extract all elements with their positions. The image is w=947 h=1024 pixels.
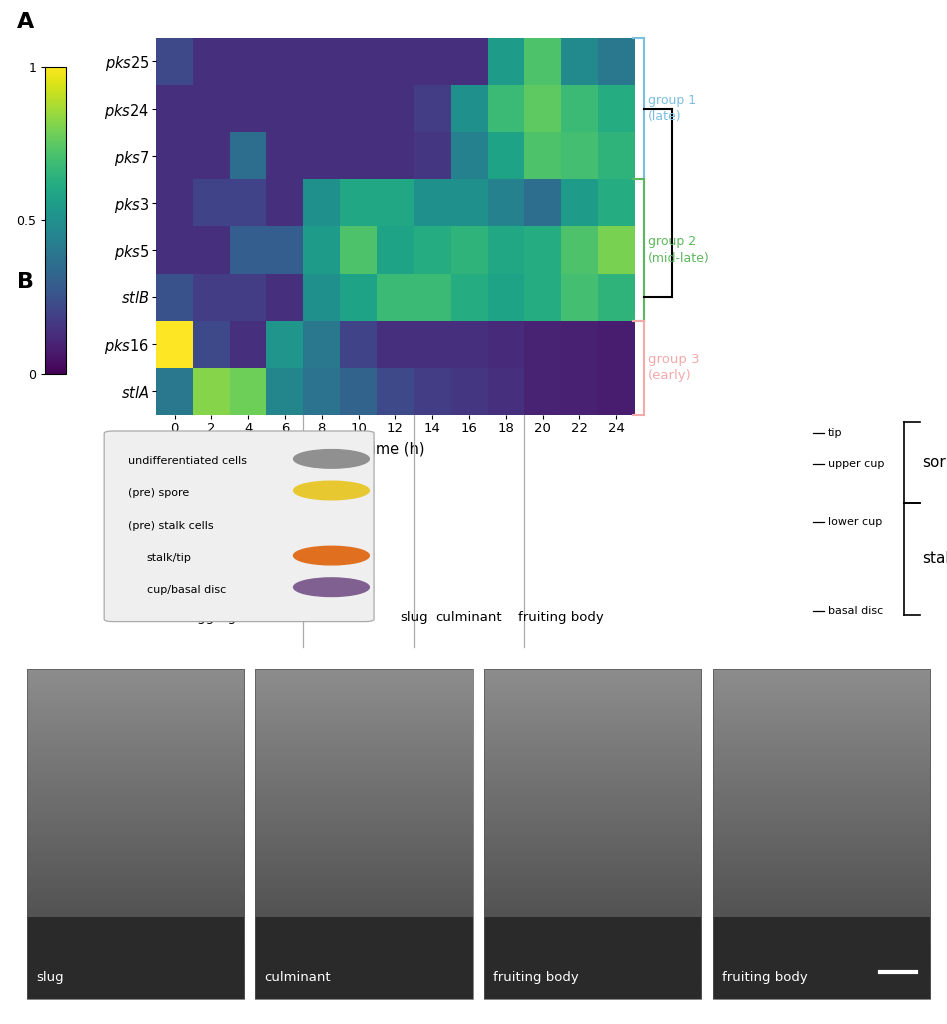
Text: stalk/tip: stalk/tip [147, 553, 191, 563]
Text: (pre) spore: (pre) spore [128, 487, 189, 498]
Bar [27, 916, 244, 999]
Text: group 1
(late): group 1 (late) [648, 94, 696, 123]
Bar [256, 669, 473, 999]
Text: group 3
(early): group 3 (early) [648, 353, 700, 382]
Bar [484, 669, 701, 999]
Text: fruiting body: fruiting body [723, 971, 808, 984]
Text: sorus: sorus [922, 455, 947, 470]
Text: stalk: stalk [922, 551, 947, 566]
Circle shape [294, 481, 369, 500]
Text: lower cup: lower cup [828, 517, 882, 526]
Circle shape [294, 578, 369, 597]
Bar [713, 669, 930, 999]
Text: B: B [17, 272, 34, 293]
Text: fruiting body: fruiting body [518, 611, 604, 624]
Text: group 2
(mid-late): group 2 (mid-late) [648, 236, 709, 264]
Bar [713, 916, 930, 999]
Circle shape [294, 546, 369, 565]
Text: fruiting body: fruiting body [493, 971, 580, 984]
Text: upper cup: upper cup [828, 459, 884, 469]
Text: (pre) stalk cells: (pre) stalk cells [128, 521, 213, 531]
Bar [27, 669, 244, 999]
X-axis label: time (h): time (h) [366, 441, 424, 457]
FancyBboxPatch shape [104, 431, 374, 622]
Text: culminant: culminant [436, 611, 502, 624]
Bar [256, 916, 473, 999]
Text: culminant: culminant [265, 971, 331, 984]
Text: A: A [17, 12, 34, 33]
Text: cup/basal disc: cup/basal disc [147, 585, 226, 595]
Circle shape [294, 450, 369, 468]
Text: mound: mound [317, 611, 364, 624]
Text: aggregation: aggregation [189, 611, 270, 624]
Text: slug: slug [400, 611, 428, 624]
Text: tip: tip [828, 428, 842, 438]
Text: slug: slug [36, 971, 63, 984]
Text: undifferentiated cells: undifferentiated cells [128, 457, 247, 466]
Bar [484, 916, 701, 999]
Text: basal disc: basal disc [828, 606, 883, 616]
